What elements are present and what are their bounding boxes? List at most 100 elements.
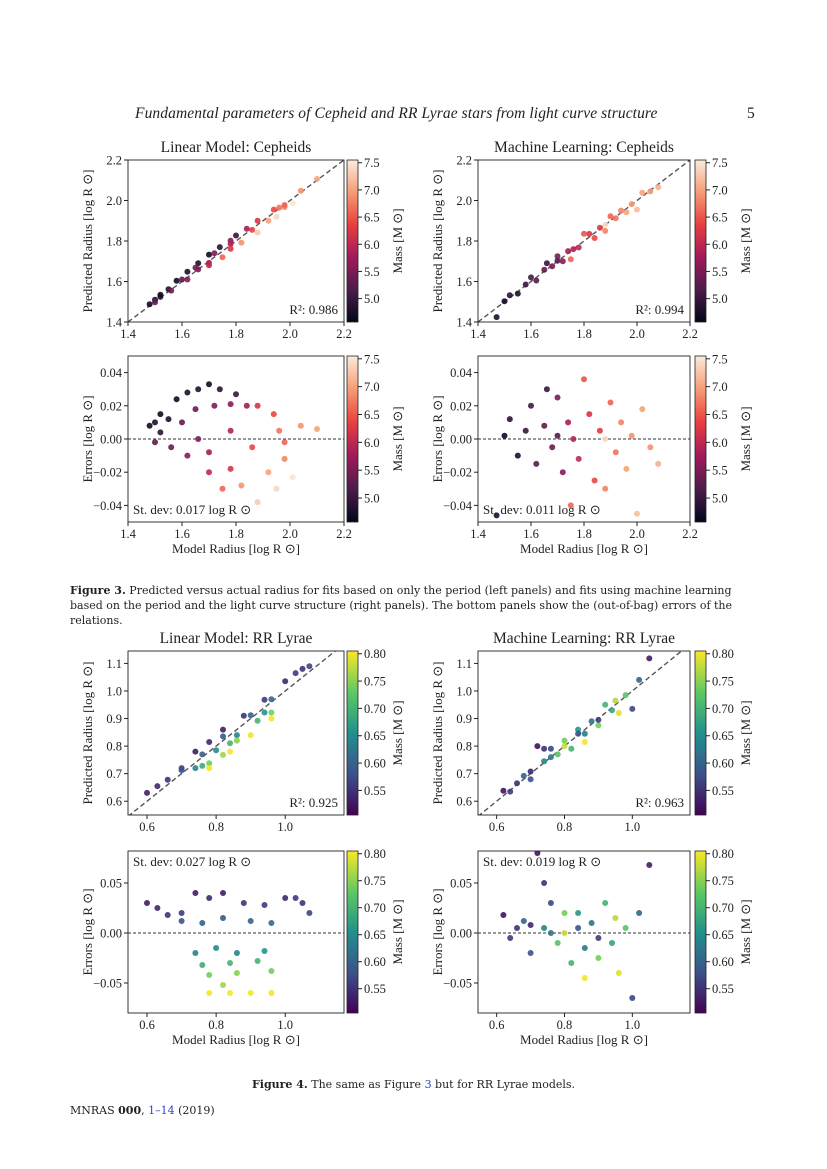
data-point	[184, 389, 191, 396]
data-point	[206, 251, 212, 258]
data-point	[607, 399, 614, 406]
colorbar-tick-label: 0.60	[712, 757, 734, 771]
data-point	[565, 248, 572, 255]
chart-title: Machine Learning: RR Lyrae	[493, 630, 675, 647]
data-point	[647, 444, 654, 451]
data-point	[227, 241, 234, 247]
data-point	[629, 705, 636, 712]
x-tick-label: 0.8	[208, 820, 224, 834]
colorbar-tick-label: 6.0	[364, 238, 380, 252]
data-point	[247, 712, 254, 719]
data-point	[268, 715, 275, 722]
data-point	[559, 258, 566, 265]
y-tick-label: 1.0	[106, 684, 122, 698]
year: (2019)	[174, 1104, 215, 1117]
data-point	[623, 465, 630, 472]
data-point	[586, 411, 593, 418]
data-point	[243, 225, 250, 232]
data-point	[528, 402, 534, 409]
data-point	[146, 301, 153, 308]
y-tick-label: 2.2	[456, 154, 472, 168]
data-point	[173, 396, 180, 403]
colorbar-tick-label: 7.0	[364, 183, 380, 197]
colorbar-tick-label: 0.65	[364, 729, 386, 743]
y-tick-label: 0.6	[106, 795, 122, 809]
data-point	[281, 202, 288, 208]
x-tick-label: 1.6	[523, 527, 539, 541]
colorbar-tick-label: 5.5	[712, 265, 728, 279]
colorbar	[346, 355, 359, 523]
data-point	[268, 696, 275, 703]
data-point	[206, 449, 212, 456]
x-tick-label: 0.8	[557, 1018, 573, 1032]
data-point	[206, 469, 212, 476]
data-point	[618, 419, 625, 426]
data-point	[596, 224, 603, 231]
data-point	[591, 477, 598, 484]
data-point	[561, 737, 568, 744]
colorbar-tick-label: 0.60	[364, 757, 386, 771]
data-point	[220, 982, 226, 988]
stat-annotation: R²: 0.986	[289, 302, 338, 317]
data-point	[206, 972, 213, 978]
figure-3-link[interactable]: 3	[424, 1078, 432, 1091]
x-tick-label: 0.6	[489, 820, 505, 834]
data-point	[514, 925, 520, 931]
data-point	[152, 439, 158, 446]
y-tick-label: 0.04	[450, 366, 473, 380]
y-tick-label: 1.6	[456, 275, 472, 289]
y-tick-label: 0.8	[106, 740, 122, 754]
data-point	[547, 754, 554, 761]
pages-link[interactable]: 1–14	[148, 1104, 175, 1117]
data-point	[533, 460, 540, 467]
axes-frame	[477, 650, 691, 816]
data-point	[297, 187, 304, 194]
colorbar-tick-label: 0.80	[364, 847, 386, 861]
data-point	[233, 732, 240, 739]
x-tick-label: 2.2	[336, 527, 352, 541]
data-point	[227, 465, 234, 472]
data-point	[178, 910, 185, 916]
y-axis-label: Predicted Radius [log R ⊙]	[80, 169, 95, 312]
colorbar-tick-label: 0.65	[712, 928, 734, 942]
data-point	[561, 930, 568, 936]
data-point	[233, 737, 240, 744]
colorbar-tick-label: 0.75	[712, 874, 734, 888]
data-point	[220, 915, 226, 921]
data-point	[168, 444, 175, 451]
data-point	[615, 970, 622, 976]
colorbar-tick-label: 6.5	[364, 408, 380, 422]
colorbar-tick-label: 7.5	[364, 156, 380, 170]
y-tick-label: 0.05	[450, 877, 472, 891]
data-point	[570, 246, 577, 253]
data-point	[541, 266, 548, 273]
data-point	[199, 920, 206, 926]
x-tick-label: 0.8	[557, 820, 573, 834]
colorbar-tick-label: 7.0	[712, 183, 728, 197]
data-point	[206, 895, 213, 901]
colorbar-tick-label: 7.5	[712, 156, 728, 170]
stat-annotation: R²: 0.925	[289, 795, 338, 810]
data-point	[586, 230, 593, 237]
data-point	[581, 376, 587, 383]
panel-4: 1.4 1.6 1.8 2.0 2.2 −0.04 −0.02 0.00 0.02 0.04 Mod…	[430, 352, 753, 556]
data-point	[157, 411, 164, 418]
data-point	[216, 386, 223, 393]
x-tick-label: 2.2	[682, 527, 698, 541]
x-tick-label: 2.2	[336, 327, 352, 341]
x-axis-label: Model Radius [log R ⊙]	[520, 1032, 648, 1047]
data-point	[527, 950, 534, 956]
data-point	[192, 950, 199, 956]
colorbar	[694, 850, 707, 1014]
data-point	[179, 419, 185, 426]
data-point	[547, 900, 554, 906]
figure-4-text-after: but for RR Lyrae models.	[431, 1078, 576, 1091]
data-point	[220, 751, 226, 758]
data-point	[192, 406, 199, 413]
chart-title: Machine Learning: Cepheids	[494, 139, 674, 156]
x-tick-label: 1.0	[625, 820, 641, 834]
data-point	[270, 411, 277, 418]
data-point	[547, 745, 554, 752]
colorbar-tick-label: 7.5	[712, 352, 728, 366]
data-point	[636, 910, 643, 916]
